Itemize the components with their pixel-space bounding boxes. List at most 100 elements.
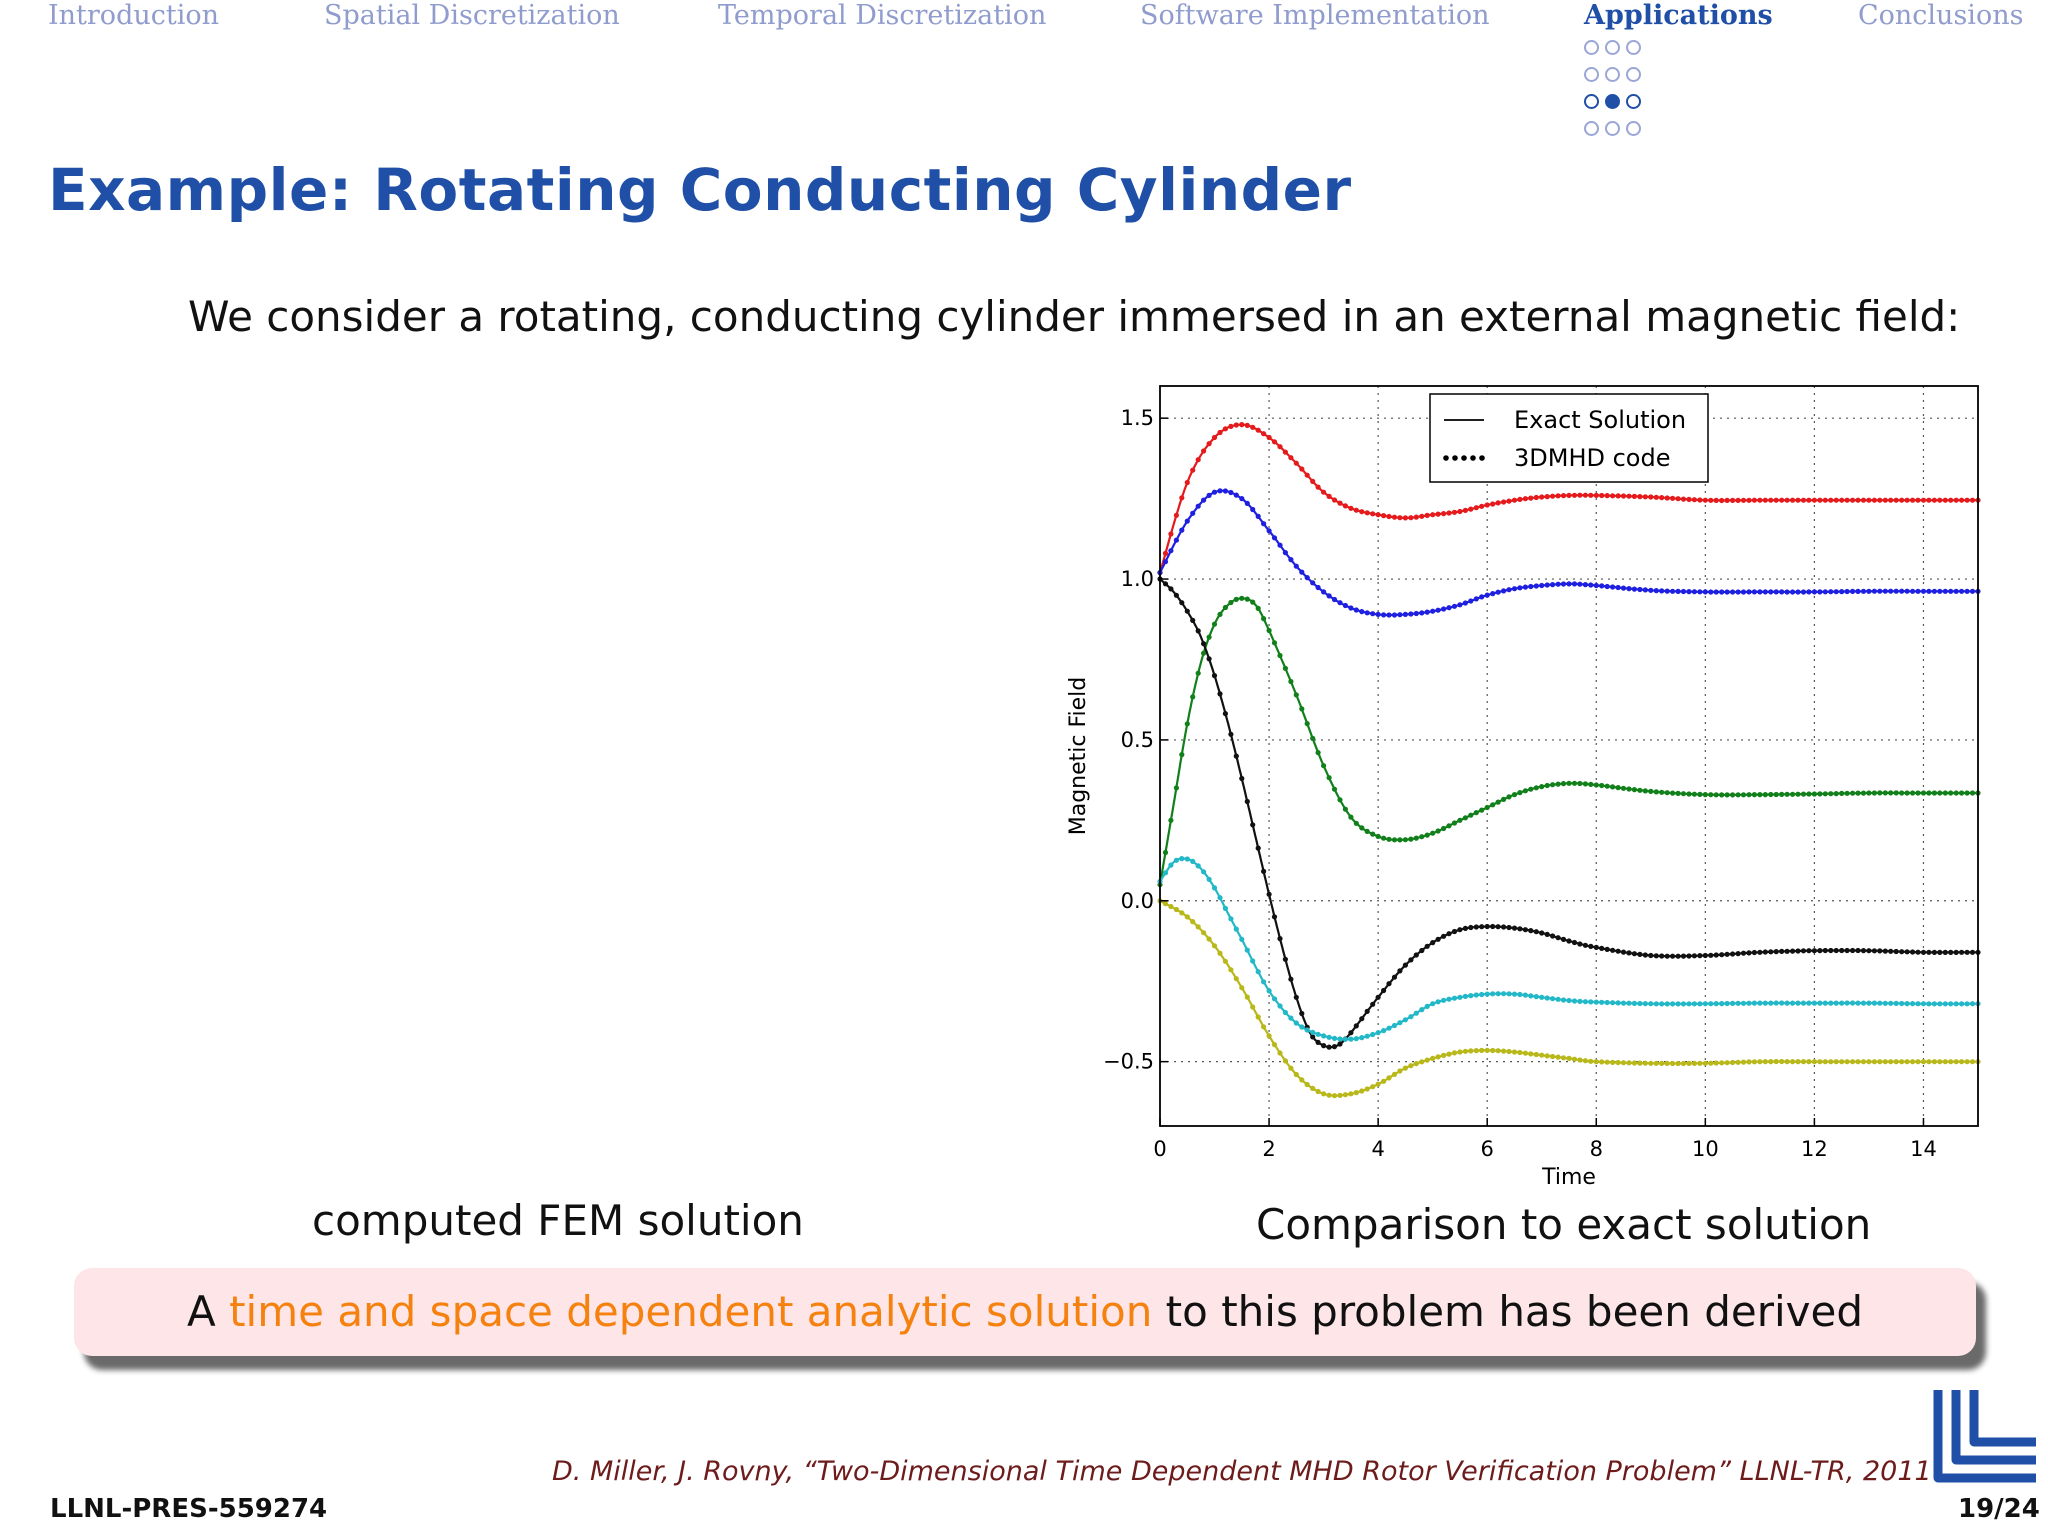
simulation-point	[1762, 1059, 1768, 1065]
simulation-point	[1244, 596, 1250, 602]
simulation-point	[1555, 1054, 1561, 1060]
simulation-point	[1190, 510, 1196, 516]
simulation-point	[1359, 1016, 1365, 1022]
simulation-point	[1528, 1051, 1534, 1057]
simulation-point	[1391, 1022, 1398, 1029]
simulation-point	[1577, 581, 1583, 587]
simulation-point	[1599, 1059, 1605, 1065]
simulation-point	[1441, 511, 1447, 517]
simulation-point	[1550, 782, 1556, 788]
simulation-point	[1610, 1000, 1616, 1006]
simulation-point	[1882, 790, 1888, 796]
simulation-point	[1331, 1035, 1338, 1041]
intro-text: We consider a rotating, conducting cylin…	[188, 292, 1961, 341]
simulation-point	[1866, 1000, 1872, 1006]
simulation-point	[1620, 949, 1627, 955]
simulation-point	[1293, 460, 1299, 466]
simulation-point	[1877, 1059, 1883, 1065]
simulation-point	[1588, 492, 1594, 498]
nav-item-applications[interactable]: Applications	[1584, 0, 1773, 31]
simulation-point	[1860, 588, 1867, 594]
simulation-point	[1833, 791, 1839, 797]
nav-item-spatial-discretization[interactable]: Spatial Discretization	[324, 0, 620, 31]
simulation-point	[1691, 791, 1697, 797]
simulation-point	[1800, 948, 1807, 954]
simulation-point	[1451, 820, 1458, 826]
simulation-point	[1637, 1000, 1643, 1007]
nav-item-software-implementation[interactable]: Software Implementation	[1140, 0, 1490, 31]
simulation-point	[1511, 586, 1518, 592]
simulation-point	[1397, 837, 1403, 843]
progress-dot[interactable]	[1584, 94, 1599, 109]
simulation-point	[1331, 497, 1338, 503]
simulation-point	[1620, 1000, 1627, 1006]
simulation-point	[1506, 924, 1512, 931]
simulation-point	[1233, 753, 1239, 759]
simulation-point	[1920, 790, 1927, 796]
simulation-point	[1806, 497, 1812, 503]
simulation-point	[1353, 820, 1359, 826]
simulation-point	[1735, 792, 1741, 798]
simulation-point	[1501, 991, 1507, 997]
simulation-point	[1277, 652, 1283, 659]
simulation-point	[1353, 607, 1359, 613]
progress-dot[interactable]	[1584, 67, 1599, 82]
progress-dot[interactable]	[1605, 67, 1620, 82]
progress-dot[interactable]	[1626, 40, 1641, 55]
simulation-point	[1244, 947, 1250, 953]
simulation-point	[1800, 589, 1807, 595]
simulation-point	[1228, 489, 1234, 496]
simulation-point	[1713, 589, 1719, 595]
simulation-point	[1446, 605, 1452, 611]
simulation-point	[1740, 950, 1747, 956]
simulation-point	[1179, 600, 1185, 606]
simulation-point	[1326, 593, 1332, 599]
simulation-point	[1686, 496, 1692, 502]
simulation-point	[1282, 550, 1288, 556]
simulation-point	[1571, 780, 1578, 786]
progress-dot[interactable]	[1605, 40, 1620, 55]
progress-dot[interactable]	[1626, 94, 1641, 109]
progress-dot[interactable]	[1605, 94, 1620, 109]
nav-item-conclusions[interactable]: Conclusions	[1858, 0, 2024, 31]
simulation-point	[1528, 928, 1534, 934]
progress-dot[interactable]	[1626, 67, 1641, 82]
simulation-point	[1686, 1001, 1692, 1007]
simulation-point	[1413, 835, 1419, 841]
simulation-point	[1800, 791, 1807, 797]
simulation-point	[1195, 670, 1201, 676]
simulation-point	[1462, 507, 1468, 513]
simulation-point	[1184, 721, 1190, 727]
simulation-point	[1959, 790, 1965, 796]
y-tick-label: 0.5	[1121, 728, 1154, 752]
progress-dot[interactable]	[1626, 121, 1641, 136]
simulation-point	[1479, 991, 1485, 998]
simulation-point	[1353, 1023, 1359, 1029]
simulation-point	[1751, 1000, 1757, 1006]
simulation-point	[1544, 931, 1550, 938]
simulation-point	[1735, 589, 1741, 595]
simulation-point	[1757, 792, 1763, 798]
simulation-point	[1173, 512, 1179, 518]
progress-dot[interactable]	[1605, 121, 1620, 136]
simulation-point	[1375, 1081, 1381, 1087]
progress-dot[interactable]	[1584, 40, 1599, 55]
simulation-point	[1822, 791, 1828, 797]
simulation-point	[1430, 512, 1436, 518]
simulation-point	[1233, 422, 1239, 428]
nav-item-introduction[interactable]: Introduction	[48, 0, 219, 31]
simulation-point	[1631, 586, 1637, 592]
simulation-point	[1304, 472, 1310, 478]
simulation-point	[1642, 1060, 1648, 1066]
simulation-point	[1931, 497, 1937, 503]
simulation-point	[1620, 585, 1627, 591]
simulation-point	[1888, 1000, 1894, 1006]
nav-item-temporal-discretization[interactable]: Temporal Discretization	[718, 0, 1047, 31]
simulation-point	[1511, 991, 1518, 997]
simulation-point	[1490, 802, 1496, 808]
legend-swatch-dot	[1452, 455, 1458, 461]
simulation-point	[1708, 1060, 1714, 1066]
simulation-point	[1860, 1059, 1867, 1065]
simulation-point	[1484, 592, 1490, 598]
progress-dot[interactable]	[1584, 121, 1599, 136]
